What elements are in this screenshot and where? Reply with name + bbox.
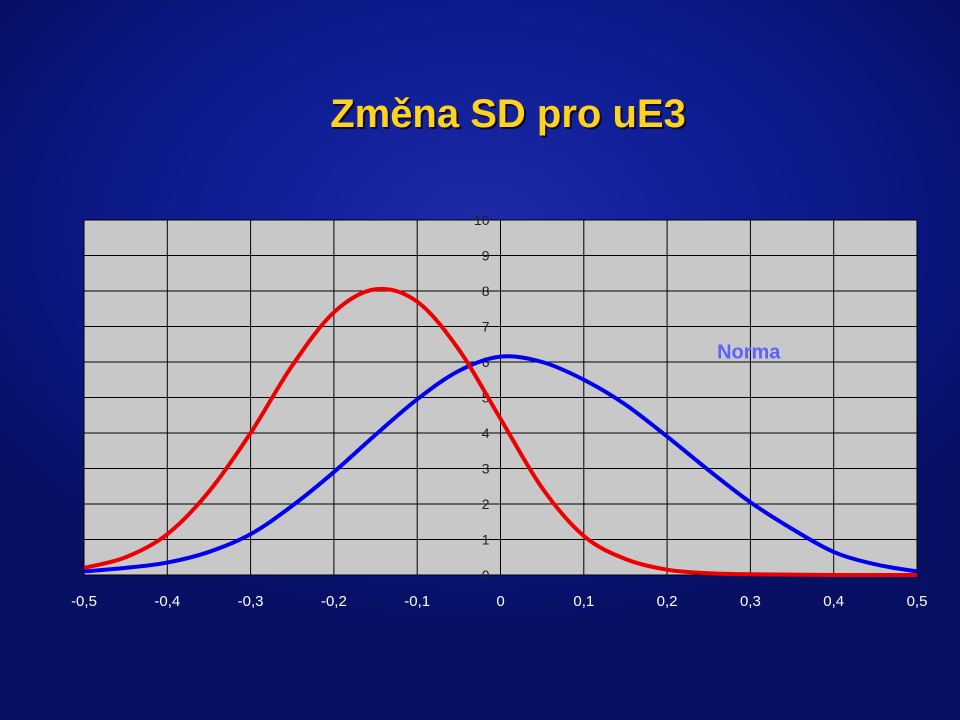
x-tick-labels: -0,5 -0,4 -0,3 -0,2 -0,1 0 0,1 0,2 0,3 0,4 0,5 bbox=[71, 593, 927, 610]
slide-title: Změna SD pro uE3 bbox=[330, 92, 686, 136]
series-line-red bbox=[83, 286, 917, 578]
annotation-label: Norma bbox=[717, 341, 781, 363]
y-tick-label: 0 bbox=[482, 567, 490, 583]
x-tick-label: 0,2 bbox=[657, 593, 678, 610]
x-tick-label: 0,1 bbox=[573, 593, 594, 610]
series-line-blue bbox=[83, 354, 918, 574]
y-tick-label: 10 bbox=[474, 212, 490, 228]
x-tick-label: -0,5 bbox=[71, 593, 97, 610]
y-tick-label: 3 bbox=[482, 461, 490, 477]
grid bbox=[83, 219, 918, 576]
x-tick-label: 0,3 bbox=[740, 593, 761, 610]
x-tick-label: -0,1 bbox=[404, 593, 430, 610]
y-tick-label: 6 bbox=[482, 354, 490, 370]
y-tick-label: 4 bbox=[482, 425, 490, 441]
y-tick-label: 9 bbox=[482, 248, 490, 264]
x-tick-label: -0,3 bbox=[238, 593, 264, 610]
x-tick-label: -0,2 bbox=[321, 593, 347, 610]
annotations: Norma bbox=[717, 341, 781, 363]
series-lines bbox=[83, 286, 918, 578]
y-tick-labels: 0 1 2 3 4 5 6 7 8 9 10 bbox=[474, 212, 490, 583]
x-tick-label: 0,4 bbox=[823, 593, 844, 610]
x-tick-label: -0,4 bbox=[154, 593, 180, 610]
y-tick-label: 8 bbox=[482, 283, 490, 299]
y-tick-label: 7 bbox=[482, 319, 490, 335]
x-tick-label: 0 bbox=[496, 593, 504, 610]
y-tick-label: 2 bbox=[482, 496, 490, 512]
y-tick-label: 1 bbox=[482, 532, 490, 548]
x-tick-label: 0,5 bbox=[907, 593, 928, 610]
y-tick-label: 5 bbox=[482, 390, 490, 406]
